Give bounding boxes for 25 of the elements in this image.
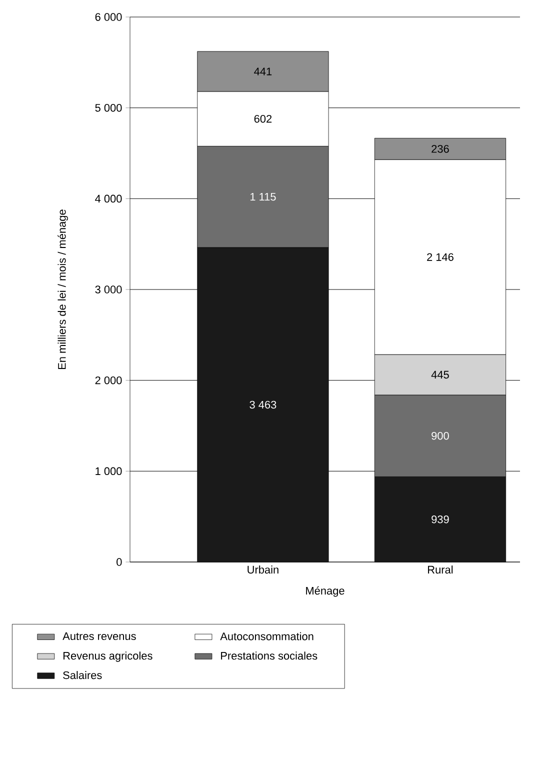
- y-axis-title: En milliers de lei / mois / ménage: [58, 210, 68, 369]
- y-tick-label: 5 000: [95, 104, 122, 112]
- data-label: 939: [432, 515, 449, 524]
- data-label: 445: [431, 370, 449, 379]
- data-label: 236: [432, 145, 449, 153]
- y-tick-label: 4 000: [95, 194, 122, 203]
- x-tick-label: Urbain: [248, 566, 278, 574]
- y-tick-label: 3 000: [95, 286, 122, 294]
- legend-label: Autoconsommation: [220, 632, 314, 640]
- y-tick-label: 1 000: [96, 467, 122, 476]
- y-tick-label: 0: [116, 558, 122, 566]
- data-label: 900: [432, 432, 449, 440]
- data-label: 602: [254, 114, 272, 123]
- data-label: 2 146: [427, 253, 454, 261]
- data-label: 441: [254, 68, 272, 76]
- x-tick-label: Rural: [428, 566, 453, 574]
- y-tick-label: 2 000: [95, 376, 122, 384]
- legend-label: Revenus agricoles: [64, 652, 152, 662]
- y-tick-label: 6 000: [95, 13, 122, 21]
- x-axis-title: Ménage: [306, 586, 344, 597]
- legend-label: Prestations sociales: [221, 652, 318, 660]
- data-label: 1 115: [250, 192, 276, 201]
- legend-label: Salaires: [63, 671, 102, 680]
- legend-label: Autres revenus: [62, 632, 136, 640]
- data-label: 3 463: [250, 400, 276, 409]
